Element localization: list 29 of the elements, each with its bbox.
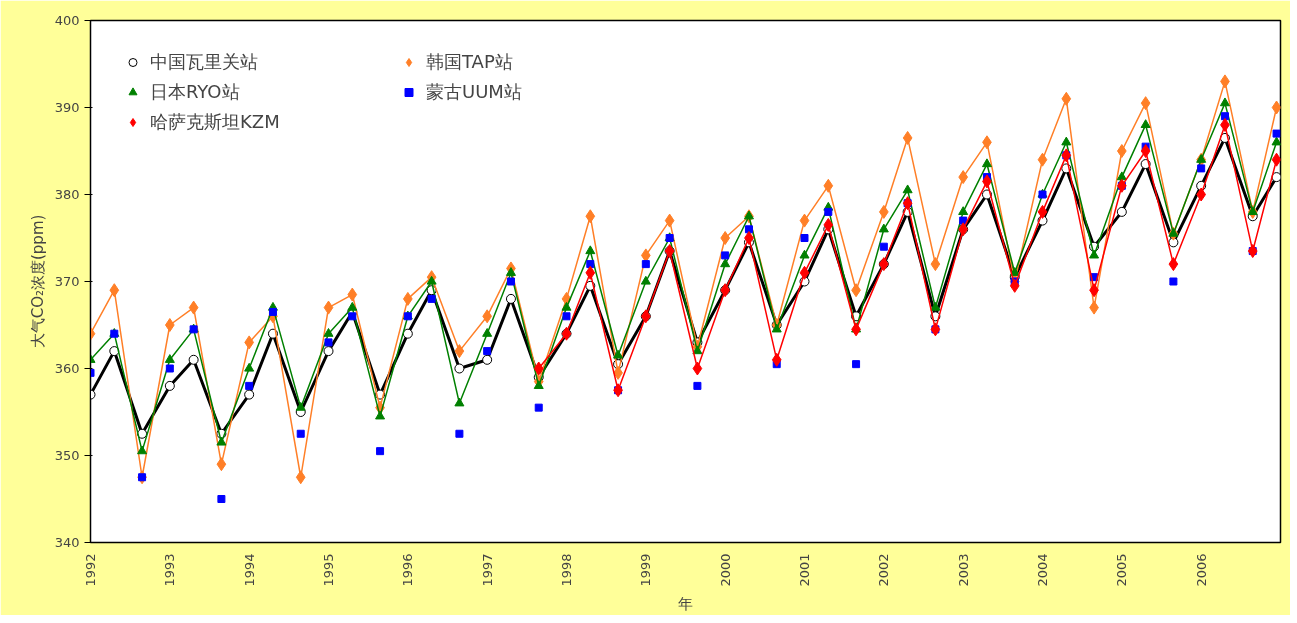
x-tick-label: 2001 xyxy=(797,553,812,587)
x-tick-label: 1993 xyxy=(162,553,178,587)
y-tick-label: 350 xyxy=(54,448,80,463)
y-tick-label: 400 xyxy=(54,13,80,28)
y-tick-label: 370 xyxy=(54,274,80,289)
x-tick-label: 2004 xyxy=(1035,553,1050,587)
x-tick-label: 1997 xyxy=(479,553,495,587)
x-tick-label: 2002 xyxy=(876,553,892,587)
x-tick-label: 1994 xyxy=(241,553,257,587)
x-tick-label: 2006 xyxy=(1193,553,1209,587)
x-tick-label: 1992 xyxy=(83,553,98,587)
x-tick-label: 1995 xyxy=(321,553,336,587)
legend-label: 哈萨克斯坦KZM xyxy=(150,110,281,134)
x-tick-label: 1998 xyxy=(559,553,574,587)
x-tick-label: 2005 xyxy=(1114,553,1130,587)
y-tick-label: 380 xyxy=(54,187,80,202)
y-tick-label: 340 xyxy=(54,535,80,550)
legend-label: 中国瓦里关站 xyxy=(150,50,259,74)
y-tick-label: 390 xyxy=(54,100,80,115)
x-axis-title: 年 xyxy=(678,594,693,613)
y-axis-title: 大气CO₂浓度(ppm) xyxy=(28,214,47,349)
legend-label: 蒙古UUM站 xyxy=(426,80,523,104)
x-tick-label: 2003 xyxy=(955,553,971,587)
y-tick-label: 360 xyxy=(54,361,80,376)
x-tick-label: 1999 xyxy=(638,553,654,587)
x-tick-label: 2000 xyxy=(717,553,733,587)
legend-label: 韩国TAP站 xyxy=(426,50,514,74)
x-tick-label: 1996 xyxy=(400,553,416,587)
legend-label: 日本RYO站 xyxy=(150,80,241,104)
